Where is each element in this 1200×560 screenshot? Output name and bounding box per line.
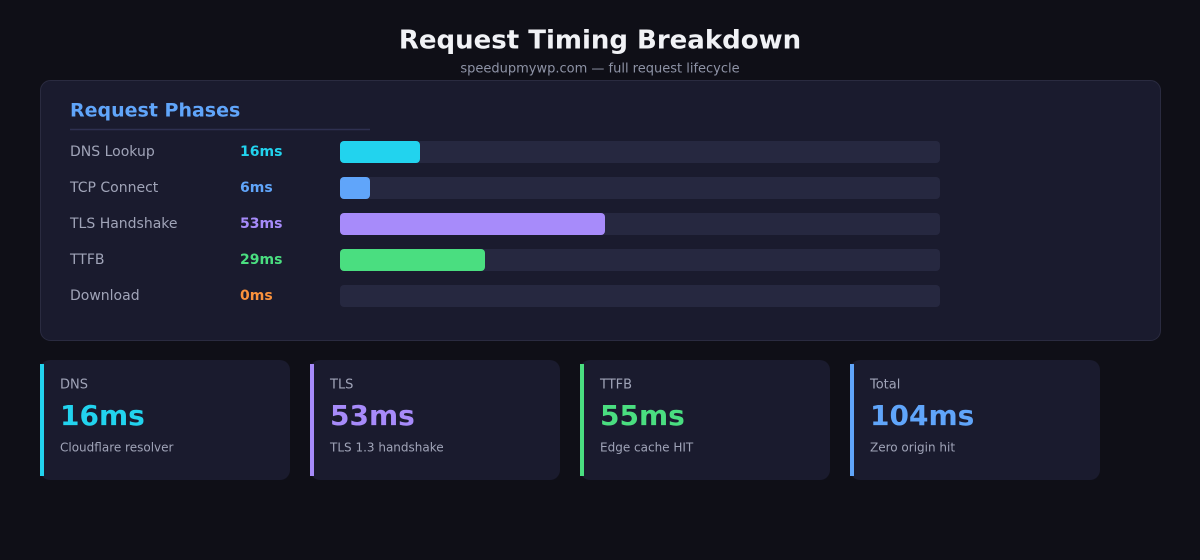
card-label: TLS [329, 378, 353, 393]
card-accent [40, 364, 44, 476]
card-note: Edge cache HIT [600, 441, 694, 455]
bar [340, 213, 605, 235]
card-value: 16ms [60, 399, 145, 432]
card-accent [580, 364, 584, 476]
phase-label: Download [70, 288, 140, 304]
page-title: Request Timing Breakdown [399, 26, 801, 56]
phase-value: 53ms [240, 216, 282, 232]
card-note: Cloudflare resolver [60, 441, 174, 455]
card-value: 55ms [600, 399, 685, 432]
phase-label: DNS Lookup [70, 144, 155, 160]
bar [340, 177, 370, 199]
card-note: TLS 1.3 handshake [329, 441, 444, 455]
phase-value: 6ms [240, 180, 273, 196]
card-accent [310, 364, 314, 476]
card-value: 104ms [870, 399, 974, 432]
phase-label: TLS Handshake [69, 216, 178, 232]
stat-card [580, 360, 830, 480]
phase-label: TCP Connect [69, 180, 159, 196]
card-value: 53ms [330, 399, 415, 432]
bar-track [340, 249, 940, 271]
card-label: TTFB [599, 378, 632, 393]
stat-card [40, 360, 290, 480]
card-accent [850, 364, 854, 476]
phase-value: 29ms [240, 252, 282, 268]
bar-track [340, 285, 940, 307]
page-subtitle: speedupmywp.com — full request lifecycle [460, 62, 739, 77]
card-label: Total [869, 378, 900, 393]
bar [340, 141, 420, 163]
stat-card [310, 360, 560, 480]
bar-track [340, 177, 940, 199]
bar [340, 249, 485, 271]
card-note: Zero origin hit [870, 441, 955, 455]
phase-value: 16ms [240, 144, 282, 160]
panel-title: Request Phases [70, 100, 240, 122]
bar-track [340, 141, 940, 163]
card-label: DNS [60, 378, 88, 393]
stat-card [850, 360, 1100, 480]
phase-label: TTFB [69, 252, 105, 268]
phase-value: 0ms [240, 288, 273, 304]
